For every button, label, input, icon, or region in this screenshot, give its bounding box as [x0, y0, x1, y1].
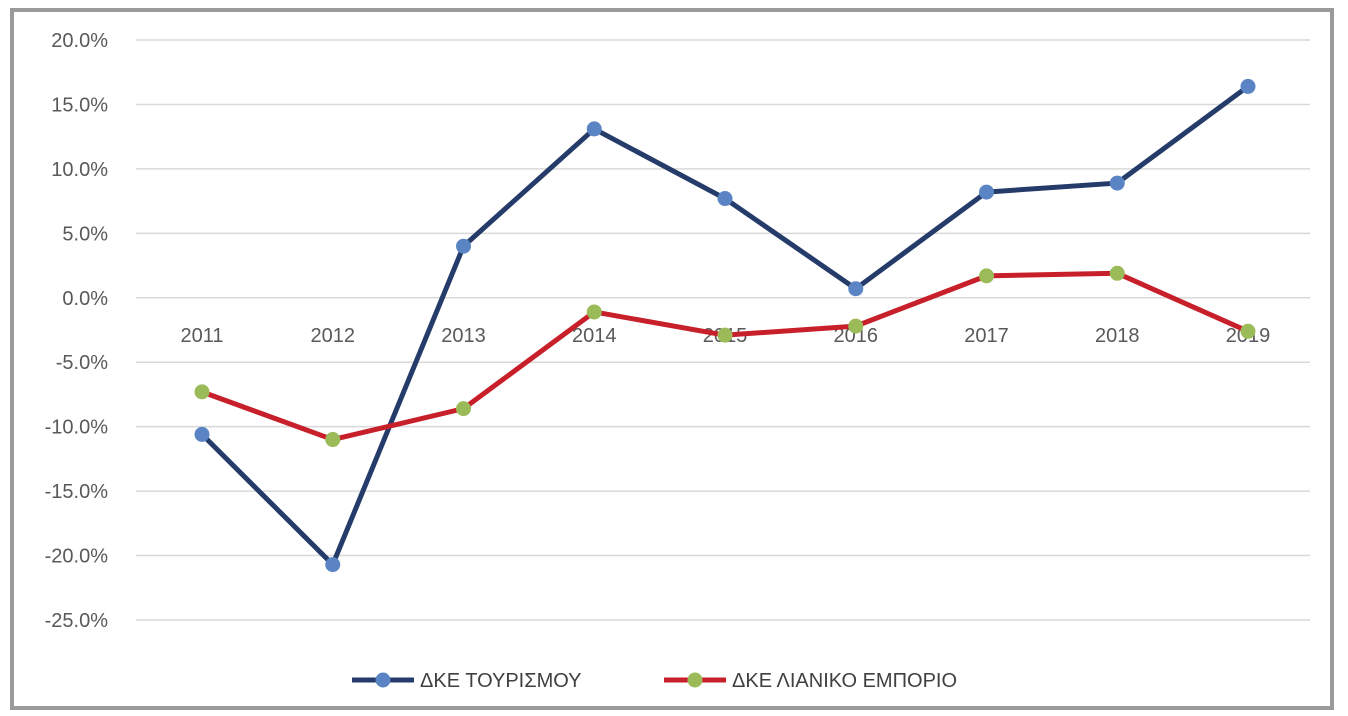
data-point — [979, 184, 994, 200]
data-point — [325, 432, 341, 448]
data-point — [717, 327, 733, 343]
y-tick-label: -20.0% — [45, 546, 109, 568]
series-1 — [194, 78, 1256, 573]
x-tick-label: 2017 — [964, 325, 1009, 347]
data-point — [586, 304, 602, 320]
y-tick-label: -10.0% — [45, 417, 109, 439]
y-tick-label: -5.0% — [56, 352, 108, 374]
x-tick-label: 2011 — [180, 325, 223, 347]
legend-label: ΔΚΕ ΛΙΑΝΙΚΟ ΕΜΠΟΡΙΟ — [732, 670, 957, 692]
data-point — [586, 121, 602, 137]
data-point — [194, 426, 210, 442]
data-point — [1240, 323, 1256, 339]
x-tick-label: 2013 — [441, 325, 486, 347]
legend-item: ΔΚΕ ΛΙΑΝΙΚΟ ΕΜΠΟΡΙΟ — [664, 670, 957, 692]
y-tick-label: 0.0% — [62, 288, 108, 310]
x-axis-tick-labels: 201120122013201420152016201720182019 — [180, 325, 1270, 347]
y-tick-label: 15.0% — [51, 94, 108, 116]
data-point — [456, 401, 471, 417]
legend-item: ΔΚΕ ΤΟΥΡΙΣΜΟΥ — [352, 670, 582, 692]
series-2 — [194, 265, 1256, 448]
data-point — [1109, 265, 1125, 281]
data-point — [456, 238, 471, 254]
y-tick-label: -25.0% — [45, 610, 109, 632]
y-axis-tick-labels: 20.0% 15.0% 10.0% 5.0% 0.0% -5.0% -10.0% -15.0%… — [45, 30, 109, 632]
data-point — [848, 281, 864, 297]
data-point — [979, 268, 994, 284]
legend-marker — [687, 672, 703, 688]
x-tick-label: 2016 — [834, 325, 879, 347]
legend-marker — [375, 672, 391, 688]
data-point — [325, 557, 341, 573]
series-lines — [194, 78, 1256, 573]
data-point — [1240, 78, 1256, 94]
x-tick-label: 2012 — [311, 325, 356, 347]
gridlines — [136, 39, 1310, 621]
legend-label: ΔΚΕ ΤΟΥΡΙΣΜΟΥ — [420, 670, 582, 692]
data-point — [1109, 175, 1125, 191]
legend: ΔΚΕ ΤΟΥΡΙΣΜΟΥ ΔΚΕ ΛΙΑΝΙΚΟ ΕΜΠΟΡΙΟ — [352, 670, 957, 692]
data-point — [194, 384, 210, 400]
y-tick-label: -15.0% — [45, 481, 109, 503]
y-tick-label: 20.0% — [51, 30, 108, 52]
x-tick-label: 2014 — [572, 325, 617, 347]
y-tick-label: 5.0% — [62, 223, 108, 245]
y-tick-label: 10.0% — [51, 159, 108, 181]
data-point — [848, 318, 864, 334]
data-point — [717, 191, 733, 207]
chart-frame — [10, 8, 1334, 710]
x-tick-label: 2018 — [1095, 325, 1140, 347]
